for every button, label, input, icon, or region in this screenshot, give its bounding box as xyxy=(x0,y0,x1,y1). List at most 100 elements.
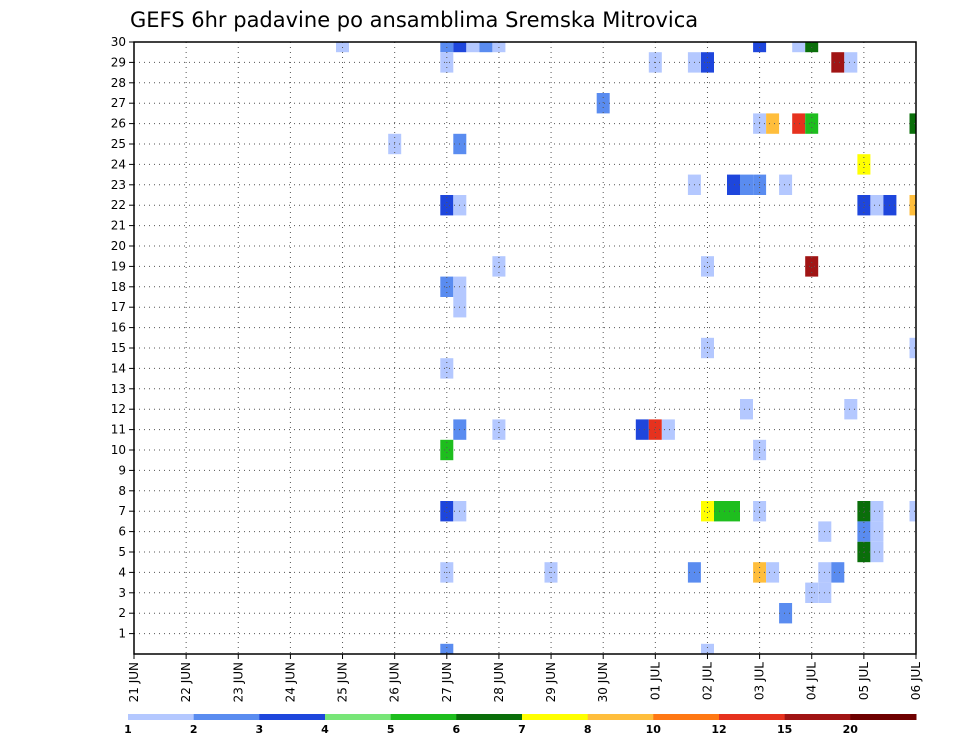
legend-label: 15 xyxy=(777,723,792,736)
data-cell xyxy=(909,501,916,522)
y-tick-label: 15 xyxy=(111,341,126,355)
data-cell xyxy=(479,42,493,53)
y-axis-ticks: 1234567891011121314151617181920212223242… xyxy=(111,35,134,641)
legend-color-swatch xyxy=(719,714,786,720)
legend-color-swatch xyxy=(784,714,851,720)
legend-label: 7 xyxy=(518,723,526,736)
x-tick-label: 01 JUL xyxy=(648,662,662,700)
data-cell xyxy=(870,541,884,563)
data-cell xyxy=(466,42,480,53)
data-cell xyxy=(661,419,675,440)
data-cell xyxy=(857,501,871,522)
data-cell xyxy=(909,195,916,216)
y-tick-label: 12 xyxy=(111,402,126,416)
data-cell xyxy=(727,174,740,195)
x-tick-label: 23 JUN xyxy=(231,662,245,702)
legend-color-swatch xyxy=(587,714,654,720)
x-tick-label: 25 JUN xyxy=(336,662,350,702)
x-tick-label: 05 JUL xyxy=(857,662,871,700)
y-tick-label: 8 xyxy=(118,484,126,498)
y-tick-label: 13 xyxy=(111,382,126,396)
legend-color-swatch xyxy=(128,714,195,720)
y-tick-label: 1 xyxy=(118,627,126,641)
y-tick-label: 16 xyxy=(111,321,126,335)
data-cell xyxy=(440,195,454,216)
legend-color-swatch xyxy=(850,714,917,720)
y-tick-label: 11 xyxy=(111,423,126,437)
x-tick-label: 27 JUN xyxy=(440,662,454,702)
data-cell xyxy=(440,643,454,654)
legend-label: 3 xyxy=(255,723,263,736)
data-cell xyxy=(844,52,858,73)
y-tick-label: 20 xyxy=(111,239,126,253)
y-tick-label: 17 xyxy=(111,300,126,314)
legend-color-swatch xyxy=(193,714,260,720)
legend-color-swatch xyxy=(259,714,326,720)
y-tick-label: 5 xyxy=(118,545,126,559)
data-cell xyxy=(805,113,819,134)
data-cell xyxy=(909,337,916,359)
y-tick-label: 22 xyxy=(111,198,126,212)
data-cell xyxy=(648,419,662,440)
grid-lines xyxy=(134,42,916,654)
data-cell xyxy=(766,562,780,583)
x-tick-label: 26 JUN xyxy=(388,662,402,702)
y-tick-label: 23 xyxy=(111,178,126,192)
y-tick-label: 24 xyxy=(111,157,126,171)
data-cell xyxy=(844,399,858,420)
data-cell xyxy=(596,93,610,114)
legend-color-swatch xyxy=(325,714,392,720)
x-tick-label: 30 JUN xyxy=(596,662,610,702)
y-tick-label: 14 xyxy=(111,361,126,375)
legend-label: 4 xyxy=(321,723,329,736)
legend-label: 12 xyxy=(711,723,726,736)
y-tick-label: 28 xyxy=(111,76,126,90)
x-tick-label: 21 JUN xyxy=(127,662,141,702)
legend-label: 6 xyxy=(452,723,460,736)
data-cell xyxy=(909,113,916,134)
data-cell xyxy=(701,643,714,654)
data-cell xyxy=(831,52,845,73)
x-tick-label: 28 JUN xyxy=(492,662,506,702)
data-cell xyxy=(792,113,806,134)
y-tick-label: 26 xyxy=(111,117,126,131)
x-tick-label: 22 JUN xyxy=(179,662,193,702)
y-tick-label: 27 xyxy=(111,96,126,110)
y-tick-label: 9 xyxy=(118,463,126,477)
x-tick-label: 04 JUL xyxy=(805,662,819,700)
y-tick-label: 30 xyxy=(111,35,126,49)
data-cell xyxy=(870,195,884,216)
data-cell xyxy=(727,501,740,522)
data-cell xyxy=(440,276,454,297)
data-cell xyxy=(870,521,884,542)
data-cell xyxy=(440,501,454,522)
legend-color-swatch xyxy=(653,714,720,720)
data-cell xyxy=(831,562,845,583)
data-cell xyxy=(440,358,454,379)
y-tick-label: 25 xyxy=(111,137,126,151)
data-cell xyxy=(492,419,506,440)
x-tick-label: 03 JUL xyxy=(753,662,767,700)
data-cell xyxy=(792,42,806,53)
legend-label: 10 xyxy=(646,723,662,736)
data-cell xyxy=(857,154,871,175)
legend-label: 1 xyxy=(124,723,132,736)
y-tick-label: 19 xyxy=(111,259,126,273)
data-cell xyxy=(714,501,727,522)
data-cell xyxy=(870,501,884,522)
x-tick-label: 24 JUN xyxy=(283,662,297,702)
data-cell xyxy=(453,42,467,53)
y-tick-label: 10 xyxy=(111,443,126,457)
x-tick-label: 06 JUL xyxy=(909,662,923,700)
data-cell xyxy=(740,399,753,420)
chart-title: GEFS 6hr padavine po ansamblima Sremska … xyxy=(130,8,698,32)
data-cell xyxy=(701,256,714,277)
y-tick-label: 29 xyxy=(111,55,126,69)
data-cell xyxy=(766,113,780,134)
data-cells xyxy=(336,42,916,654)
legend-color-swatch xyxy=(390,714,457,720)
legend-color-swatch xyxy=(522,714,589,720)
data-cell xyxy=(857,195,871,216)
color-legend: 1 2 3 4 5 6 7 8 10 12 15 20 xyxy=(124,714,917,736)
